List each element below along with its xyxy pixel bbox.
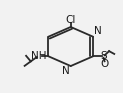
Text: N: N <box>94 26 101 36</box>
Text: S: S <box>100 51 107 61</box>
Text: Cl: Cl <box>66 15 76 25</box>
Text: NH: NH <box>31 51 47 61</box>
Text: N: N <box>62 66 70 77</box>
Text: O: O <box>100 59 109 69</box>
